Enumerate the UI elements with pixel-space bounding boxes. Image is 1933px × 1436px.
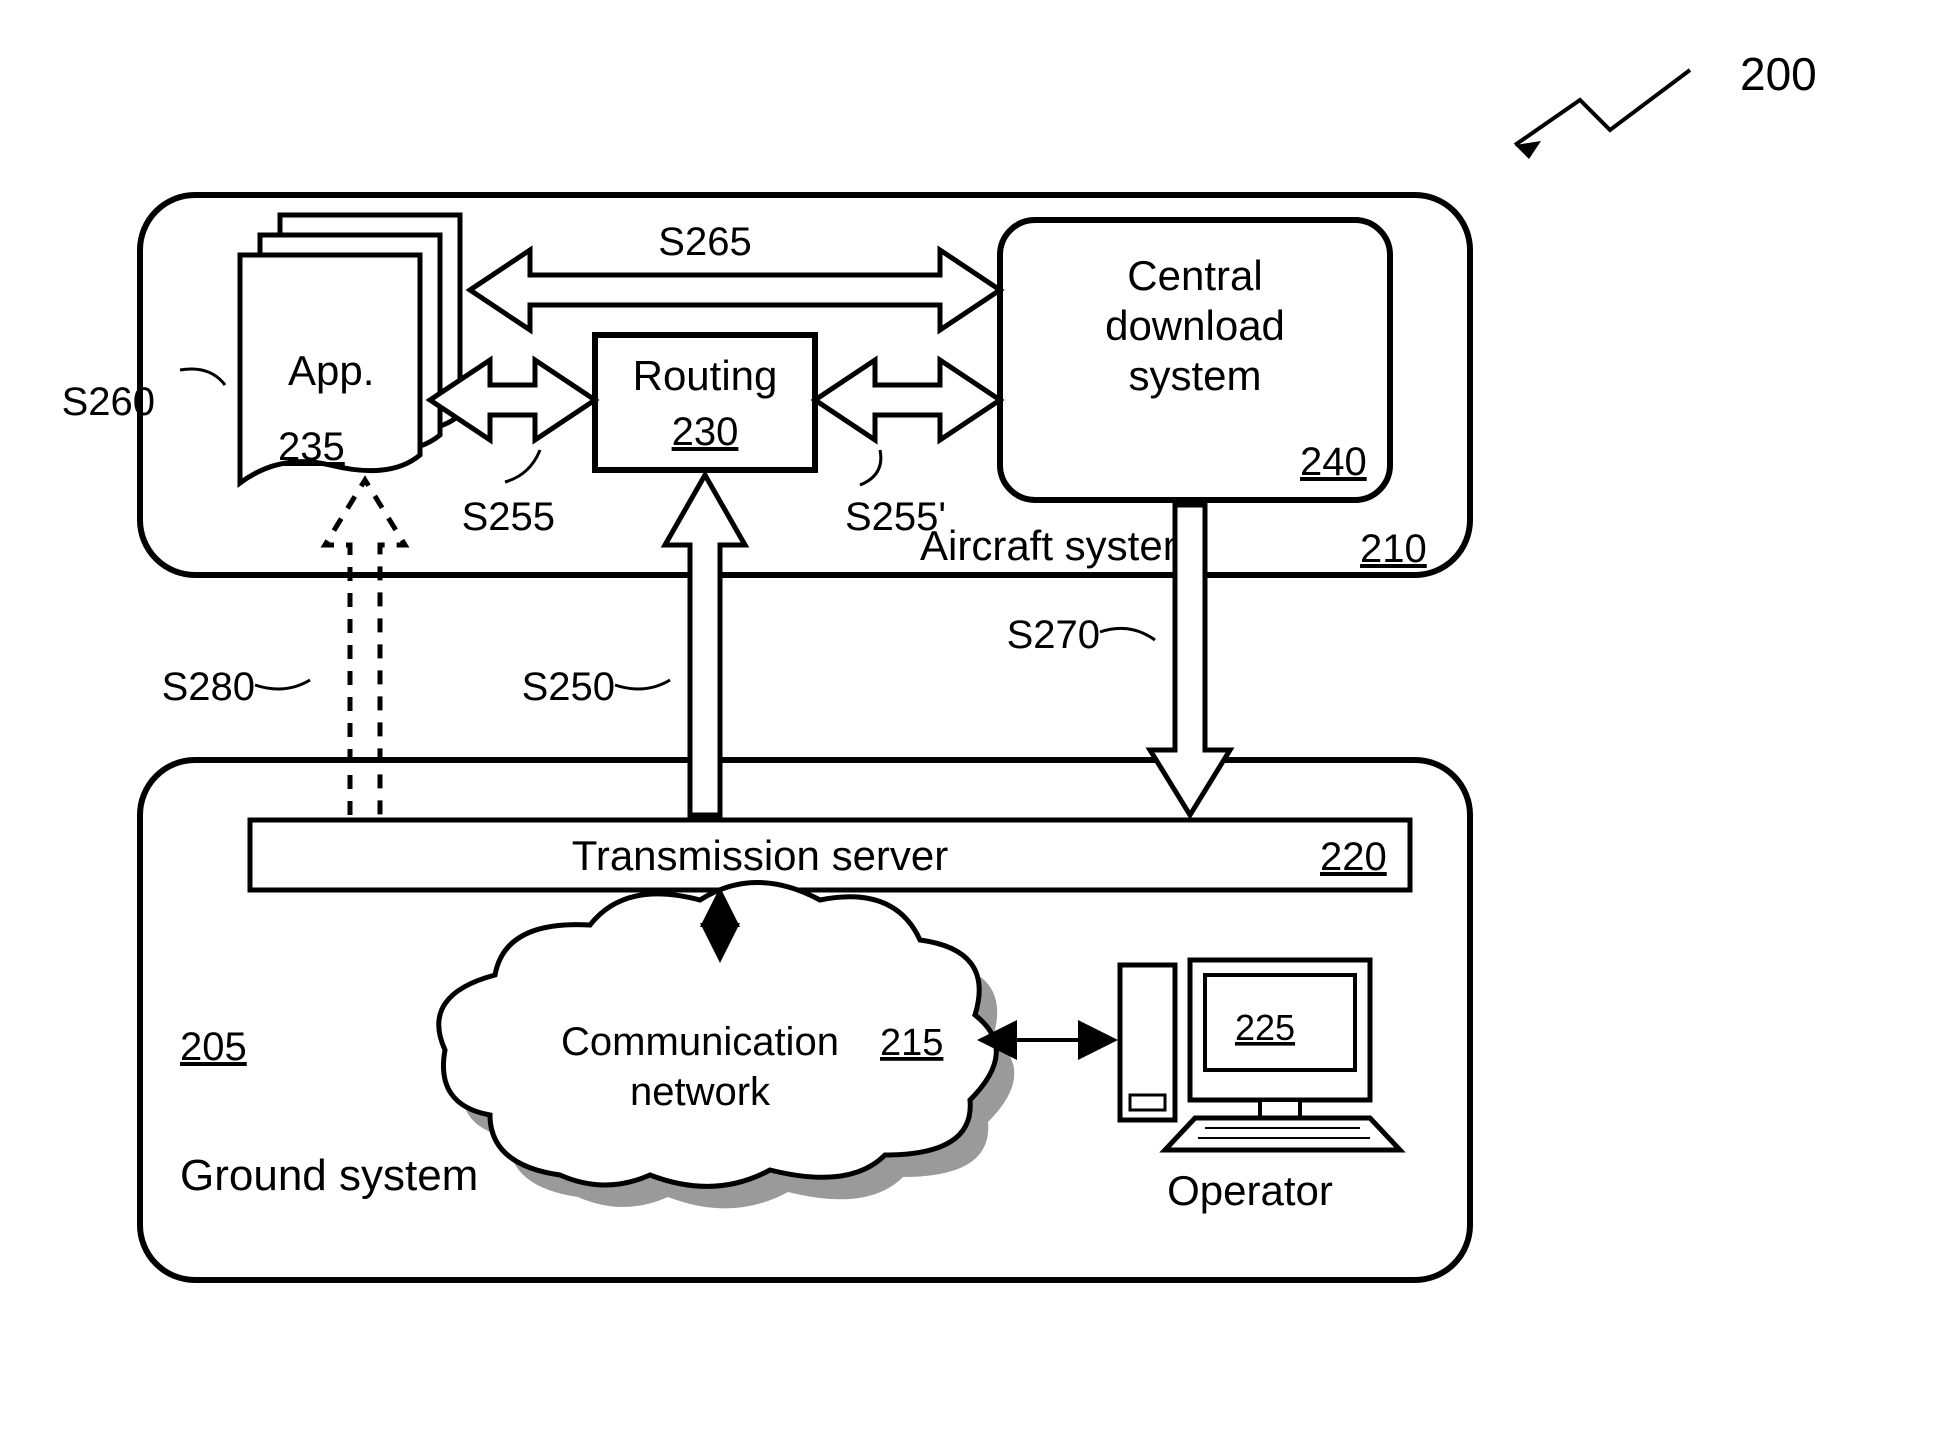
svg-text:220: 220	[1320, 835, 1387, 879]
app-stack: App. 235	[240, 215, 460, 483]
svg-text:Operator: Operator	[1167, 1167, 1333, 1214]
arrow-s255: S255	[430, 360, 595, 539]
svg-text:S280: S280	[162, 665, 255, 709]
svg-text:225: 225	[1235, 1007, 1295, 1048]
callout-s260: S260	[62, 369, 225, 424]
svg-text:S270: S270	[1007, 613, 1100, 657]
svg-text:download: download	[1105, 302, 1285, 349]
arrow-s280: S280	[162, 480, 405, 815]
figure-ref-text: 200	[1740, 48, 1817, 100]
aircraft-system: Aircraft system 210 App. 235 S260 Routin…	[62, 195, 1470, 575]
cds-box: Central download system 240	[1000, 220, 1390, 500]
svg-text:network: network	[630, 1070, 771, 1114]
app-ref: 235	[278, 425, 345, 469]
arrow-s255p: S255'	[815, 360, 1000, 539]
cds-ref: 240	[1300, 440, 1367, 484]
aircraft-system-ref: 210	[1360, 527, 1427, 571]
ground-system-ref: 205	[180, 1025, 247, 1069]
svg-text:215: 215	[880, 1022, 943, 1064]
svg-text:Communication: Communication	[561, 1020, 839, 1064]
svg-text:S250: S250	[522, 665, 615, 709]
svg-text:Central: Central	[1127, 252, 1262, 299]
arrow-s250: S250	[522, 475, 745, 815]
routing-label: Routing	[633, 352, 778, 399]
svg-text:S260: S260	[62, 380, 155, 424]
ground-system-label: Ground system	[180, 1151, 478, 1200]
aircraft-system-label: Aircraft system	[920, 522, 1198, 569]
svg-text:Transmission server: Transmission server	[572, 832, 949, 879]
app-label: App.	[288, 347, 374, 394]
routing-box: Routing 230	[595, 335, 815, 470]
svg-text:S255: S255	[462, 495, 555, 539]
svg-text:system: system	[1128, 352, 1261, 399]
transmission-server: Transmission server 220	[250, 820, 1410, 890]
operator: 225 Operator	[1120, 960, 1400, 1214]
svg-text:S255': S255'	[845, 495, 946, 539]
ground-system: 205 Ground system Transmission server 22…	[140, 760, 1470, 1280]
routing-ref: 230	[672, 410, 739, 454]
comm-network-cloud: Communication 215 network	[439, 883, 1015, 1209]
svg-text:S265: S265	[658, 220, 751, 264]
arrow-s265: S265	[470, 220, 1000, 330]
figure-ref: 200	[1515, 48, 1817, 159]
